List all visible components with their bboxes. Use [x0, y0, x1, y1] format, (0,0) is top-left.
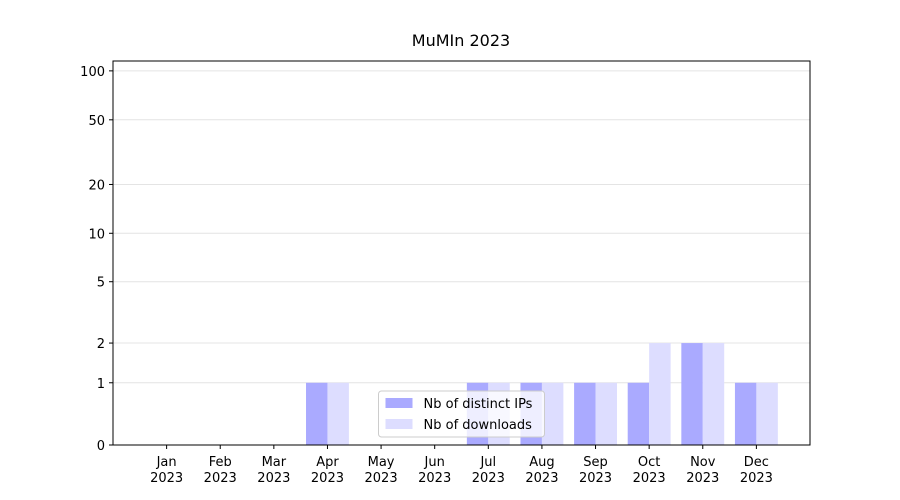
x-tick-label: Apr 2023 [311, 455, 344, 486]
legend-label: Nb of distinct IPs [424, 397, 533, 412]
bar [756, 382, 778, 445]
bar [681, 343, 703, 445]
y-tick-label: 50 [88, 114, 105, 129]
bar [734, 382, 757, 445]
bar [306, 382, 328, 445]
y-tick-label: 1 [97, 377, 105, 392]
axes-frame [112, 60, 811, 446]
bar [541, 382, 564, 445]
x-tick-label: Nov 2023 [686, 455, 719, 486]
y-tick-label: 100 [80, 65, 105, 80]
y-tick-label: 10 [88, 227, 105, 242]
y-tick-label: 0 [97, 439, 105, 454]
x-tick-label: Sep 2023 [579, 455, 612, 486]
legend-swatch [385, 419, 413, 429]
x-tick-label: Aug 2023 [525, 455, 558, 486]
bar [595, 382, 617, 445]
x-tick-label: Jun 2023 [418, 455, 451, 486]
x-tick-label: Oct 2023 [633, 455, 666, 486]
bar [574, 382, 596, 445]
y-tick-label: 2 [97, 337, 105, 352]
x-tick-label: May 2023 [365, 455, 398, 486]
legend-label: Nb of downloads [424, 418, 533, 433]
bar [702, 343, 725, 445]
legend-swatch [385, 398, 413, 408]
x-tick-label: Mar 2023 [257, 455, 290, 486]
x-tick-label: Jul 2023 [472, 455, 505, 486]
bar [649, 343, 671, 445]
bar [627, 382, 650, 445]
y-tick-label: 5 [97, 276, 105, 291]
x-tick-label: Dec 2023 [740, 455, 773, 486]
legend-box [378, 390, 545, 438]
chart-title: MuMIn 2023 [412, 31, 510, 50]
x-tick-label: Jan 2023 [150, 455, 183, 486]
x-tick-label: Feb 2023 [204, 455, 237, 486]
bar [327, 382, 349, 445]
y-tick-label: 20 [88, 178, 105, 193]
